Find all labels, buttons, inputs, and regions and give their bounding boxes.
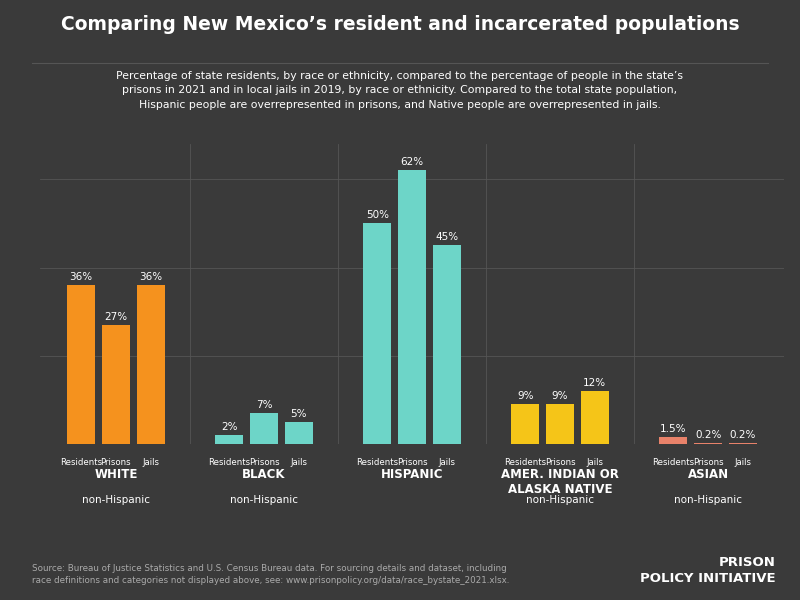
Text: 1.5%: 1.5% <box>660 424 686 434</box>
Text: WHITE: WHITE <box>94 468 138 481</box>
Text: 50%: 50% <box>366 211 389 220</box>
Text: Residents: Residents <box>60 458 102 467</box>
Text: AMER. INDIAN OR
ALASKA NATIVE: AMER. INDIAN OR ALASKA NATIVE <box>501 468 619 496</box>
Text: 5%: 5% <box>290 409 307 419</box>
Text: 12%: 12% <box>583 378 606 388</box>
Bar <box>581 391 609 444</box>
Text: Jails: Jails <box>142 458 159 467</box>
Text: Prisons: Prisons <box>249 458 279 467</box>
Text: non-Hispanic: non-Hispanic <box>82 495 150 505</box>
Bar <box>137 285 165 444</box>
Text: 36%: 36% <box>139 272 162 282</box>
Text: 45%: 45% <box>435 232 458 242</box>
Text: Prisons: Prisons <box>397 458 427 467</box>
Text: Residents: Residents <box>356 458 398 467</box>
Text: Jails: Jails <box>734 458 751 467</box>
Bar <box>67 285 95 444</box>
Text: PRISON
POLICY INITIATIVE: PRISON POLICY INITIATIVE <box>640 557 776 585</box>
Text: BLACK: BLACK <box>242 468 286 481</box>
Bar <box>285 422 313 444</box>
Text: Jails: Jails <box>586 458 603 467</box>
Text: 0.2%: 0.2% <box>695 430 722 440</box>
Text: Jails: Jails <box>438 458 455 467</box>
Bar <box>398 170 426 444</box>
Bar <box>363 223 391 444</box>
Text: Prisons: Prisons <box>101 458 131 467</box>
Bar <box>433 245 461 444</box>
Text: Prisons: Prisons <box>693 458 723 467</box>
Text: Percentage of state residents, by race or ethnicity, compared to the percentage : Percentage of state residents, by race o… <box>117 71 683 110</box>
Text: non-Hispanic: non-Hispanic <box>230 495 298 505</box>
Text: Source: Bureau of Justice Statistics and U.S. Census Bureau data. For sourcing d: Source: Bureau of Justice Statistics and… <box>32 564 510 585</box>
Text: Residents: Residents <box>208 458 250 467</box>
Bar <box>250 413 278 444</box>
Bar <box>511 404 539 444</box>
Text: Jails: Jails <box>290 458 307 467</box>
Text: 0.2%: 0.2% <box>730 430 756 440</box>
Text: HISPANIC: HISPANIC <box>381 468 443 481</box>
Bar <box>546 404 574 444</box>
Text: 2%: 2% <box>221 422 238 432</box>
Bar <box>102 325 130 444</box>
Text: Residents: Residents <box>652 458 694 467</box>
Bar <box>215 435 243 444</box>
Text: 62%: 62% <box>401 157 423 167</box>
Text: 7%: 7% <box>256 400 272 410</box>
Text: Residents: Residents <box>504 458 546 467</box>
Text: 9%: 9% <box>552 391 568 401</box>
Bar <box>729 443 757 444</box>
Text: Comparing New Mexico’s resident and incarcerated populations: Comparing New Mexico’s resident and inca… <box>61 15 739 34</box>
Text: 9%: 9% <box>517 391 534 401</box>
Text: ASIAN: ASIAN <box>687 468 729 481</box>
Text: 36%: 36% <box>70 272 93 282</box>
Text: non-Hispanic: non-Hispanic <box>526 495 594 505</box>
Text: Prisons: Prisons <box>545 458 575 467</box>
Bar <box>694 443 722 444</box>
Bar <box>659 437 687 444</box>
Text: non-Hispanic: non-Hispanic <box>674 495 742 505</box>
Text: 27%: 27% <box>104 312 127 322</box>
